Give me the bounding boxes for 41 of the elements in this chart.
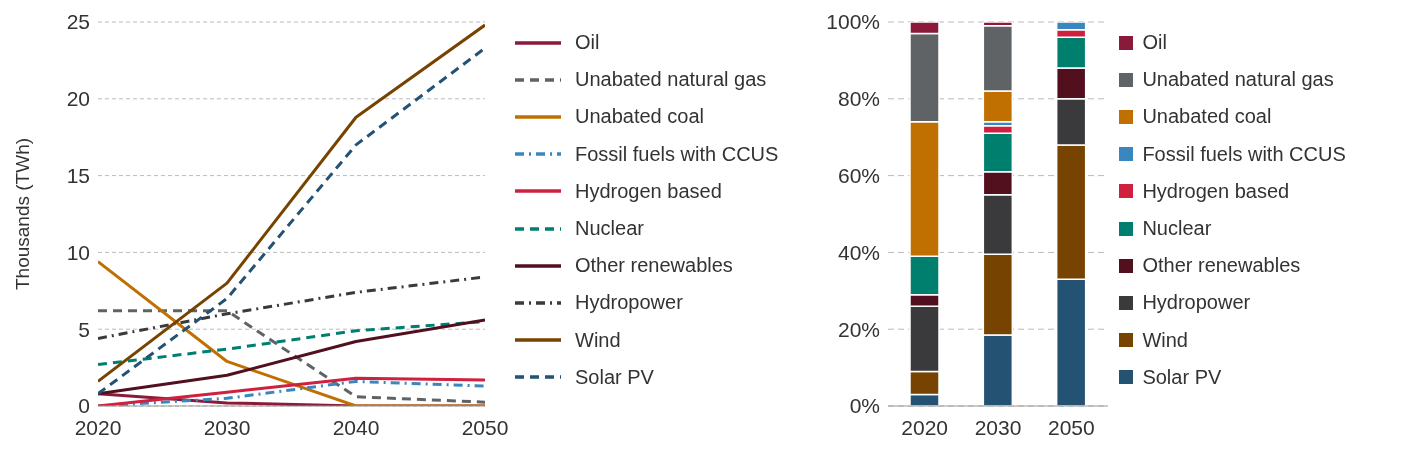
legend-label: Hydropower: [1142, 291, 1251, 315]
y-tick-label: 0: [78, 394, 90, 418]
y-tick-label: 25: [66, 10, 90, 34]
y-tick-label: 20%: [838, 317, 881, 341]
legend-label: Nuclear: [575, 217, 644, 241]
x-tick-label: 2050: [1048, 415, 1096, 439]
line-series: [98, 318, 485, 396]
legend-label: Unabated natural gas: [1142, 68, 1334, 92]
y-tick-label: 0%: [850, 394, 881, 418]
y-axis-title: Thousands (TWh): [11, 137, 33, 291]
legend-label: Fossil fuels with CCUS: [575, 142, 779, 166]
y-tick-label: 20: [66, 87, 90, 111]
legend-label: Nuclear: [1142, 217, 1212, 241]
legend-label: Hydropower: [575, 291, 683, 315]
legend-label: Solar PV: [575, 365, 654, 389]
x-tick-label: 2020: [901, 415, 949, 439]
y-tick-label: 60%: [838, 164, 881, 188]
y-tick-label: 10: [66, 240, 90, 264]
legend-label: Unabated coal: [575, 105, 704, 129]
y-tick-label: 80%: [838, 87, 881, 111]
legend-label: Other renewables: [575, 254, 733, 278]
legend-label: Unabated coal: [1142, 105, 1272, 129]
y-tick-label: 100%: [826, 10, 881, 34]
x-tick-label: 2030: [975, 415, 1022, 439]
legend-label: Oil: [575, 31, 600, 55]
y-tick-label: 40%: [838, 240, 881, 264]
legend-label: Wind: [575, 328, 621, 352]
legend-label: Oil: [1142, 31, 1167, 55]
legend-label: Wind: [1142, 328, 1188, 352]
legend-label: Other renewables: [1142, 254, 1301, 278]
x-tick-label: 2050: [461, 415, 509, 439]
x-tick-label: 2020: [74, 415, 122, 439]
x-tick-label: 2030: [203, 415, 251, 439]
x-tick-label: 2040: [332, 415, 380, 439]
legend-label: Unabated natural gas: [575, 68, 767, 92]
y-tick-label: 5: [78, 317, 90, 341]
legend-label: Hydrogen based: [575, 179, 722, 203]
legend-label: Solar PV: [1142, 365, 1222, 389]
y-tick-label: 15: [66, 164, 90, 188]
legend-label: Fossil fuels with CCUS: [1142, 142, 1346, 166]
legend-label: Hydrogen based: [1142, 179, 1290, 203]
